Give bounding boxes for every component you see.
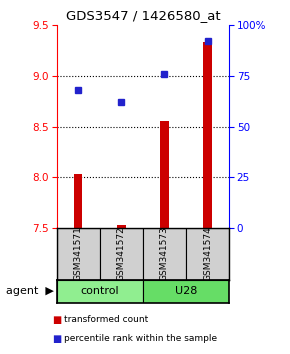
Bar	[57, 228, 100, 280]
Text: agent  ▶: agent ▶	[6, 286, 54, 296]
Bar	[143, 228, 186, 280]
Bar	[160, 121, 169, 228]
Bar	[57, 280, 143, 303]
Text: transformed count: transformed count	[64, 315, 148, 324]
Bar	[100, 228, 143, 280]
Bar	[203, 42, 212, 228]
Text: GSM341574: GSM341574	[203, 227, 212, 281]
Text: GSM341572: GSM341572	[117, 227, 126, 281]
Text: ■: ■	[52, 315, 61, 325]
Text: ■: ■	[52, 333, 61, 344]
Bar	[186, 228, 229, 280]
Text: U28: U28	[175, 286, 197, 296]
Bar	[117, 225, 126, 228]
Bar	[74, 175, 82, 228]
Bar	[143, 280, 229, 303]
Text: control: control	[80, 286, 119, 296]
Text: GSM341571: GSM341571	[74, 227, 83, 281]
Text: GSM341573: GSM341573	[160, 227, 169, 281]
Text: percentile rank within the sample: percentile rank within the sample	[64, 334, 217, 343]
Title: GDS3547 / 1426580_at: GDS3547 / 1426580_at	[66, 9, 220, 22]
